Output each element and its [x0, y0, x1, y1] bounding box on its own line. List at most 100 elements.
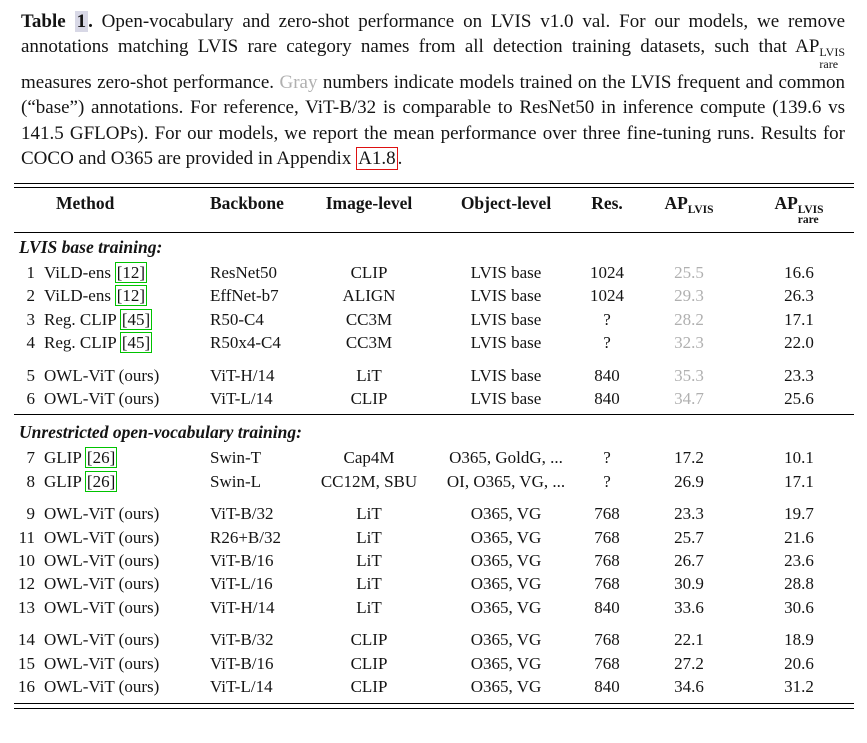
cell-ap-lvis-rare: 10.1 — [784, 448, 814, 468]
cell-ap-lvis: 17.2 — [674, 448, 704, 468]
section-title: LVIS base training: — [19, 236, 163, 257]
cell-ap-lvis-rare: 26.3 — [784, 286, 814, 306]
cell-object-level: O365, VG — [470, 550, 542, 570]
cell-ap-lvis-rare: 19.7 — [784, 504, 814, 524]
cell-res: ? — [603, 448, 611, 468]
cell-method: OWL-ViT (ours) — [40, 526, 208, 549]
row-number: 2 — [26, 286, 36, 306]
cell-object-level: O365, VG — [470, 597, 542, 617]
row-number: 8 — [26, 471, 36, 491]
cell-ap-lvis-rare: 21.6 — [784, 527, 814, 547]
row-number: 14 — [18, 630, 35, 650]
method-name: OWL-ViT (ours) — [44, 504, 160, 524]
method-name: GLIP — [44, 471, 82, 491]
cell-method: OWL-ViT (ours) — [40, 549, 208, 572]
method-name: ViLD-ens — [44, 286, 111, 306]
cell-backbone: R50-C4 — [210, 309, 264, 329]
cell-object-level: O365, VG — [470, 504, 542, 524]
cell-backbone: Swin-L — [210, 471, 261, 491]
citation-link[interactable]: [12] — [115, 285, 147, 307]
row-number: 16 — [18, 677, 35, 697]
cell-method: Reg. CLIP [45] — [40, 331, 208, 354]
cell-ap-lvis-rare: 16.6 — [784, 262, 814, 282]
header-object-level: Object-level — [460, 192, 552, 213]
table-row: 4 Reg. CLIP [45] R50x4-C4 CC3M LVIS base… — [14, 331, 854, 354]
cell-image-level: CLIP — [350, 630, 388, 650]
cell-object-level: LVIS base — [470, 309, 542, 329]
table-row: 6 OWL-ViT (ours) ViT-L/14 CLIP LVIS base… — [14, 387, 854, 410]
cell-method: OWL-ViT (ours) — [40, 572, 208, 595]
table-body: LVIS base training: 1 ViLD-ens [12] ResN… — [14, 233, 854, 699]
header-ap-lvis-rare: AP LVIS rare — [774, 192, 824, 227]
cell-backbone: ViT-B/16 — [210, 653, 274, 673]
cell-res: 768 — [594, 574, 620, 594]
table-row: 7 GLIP [26] Swin-T Cap4M O365, GoldG, ..… — [14, 446, 854, 469]
row-number: 1 — [26, 262, 36, 282]
row-number: 13 — [18, 597, 35, 617]
section-divider-rule — [14, 414, 854, 416]
table-row: 14 OWL-ViT (ours) ViT-B/32 CLIP O365, VG… — [14, 628, 854, 651]
caption-text-4: . — [397, 148, 403, 170]
cell-object-level: LVIS base — [470, 333, 542, 353]
cell-backbone: ViT-B/32 — [210, 504, 274, 524]
method-name: Reg. CLIP — [44, 309, 117, 329]
cell-method: OWL-ViT (ours) — [40, 675, 208, 698]
cell-method: GLIP [26] — [40, 446, 208, 469]
cell-res: 768 — [594, 550, 620, 570]
table-number-ref[interactable]: 1 — [74, 11, 89, 32]
cell-image-level: LiT — [356, 527, 382, 547]
cell-res: 840 — [594, 597, 620, 617]
cell-ap-lvis-rare: 20.6 — [784, 653, 814, 673]
cell-res: ? — [603, 309, 611, 329]
results-table: Method Backbone Image-level Object-level… — [14, 182, 854, 709]
method-name: OWL-ViT (ours) — [44, 653, 160, 673]
appendix-link[interactable]: A1.8 — [356, 147, 398, 171]
cell-backbone: R50x4-C4 — [210, 333, 281, 353]
caption-label: Table — [21, 11, 66, 32]
citation-link[interactable]: [12] — [115, 261, 147, 283]
citation-link[interactable]: [45] — [120, 308, 152, 330]
cell-backbone: EffNet-b7 — [210, 286, 279, 306]
cell-res: 840 — [594, 365, 620, 385]
cell-ap-lvis-rare: 25.6 — [784, 388, 814, 408]
cell-object-level: O365, VG — [470, 653, 542, 673]
citation-link[interactable]: [45] — [120, 332, 152, 354]
cell-ap-lvis: 28.2 — [674, 309, 704, 329]
cell-ap-lvis: 26.9 — [674, 471, 704, 491]
cell-ap-lvis: 34.6 — [674, 677, 704, 697]
cell-method: OWL-ViT (ours) — [40, 596, 208, 619]
cell-method: ViLD-ens [12] — [40, 261, 208, 284]
cell-object-level: OI, O365, VG, ... — [446, 471, 566, 491]
cell-backbone: ViT-H/14 — [210, 365, 275, 385]
citation-link[interactable]: [26] — [85, 447, 117, 469]
cell-ap-lvis: 33.6 — [674, 597, 704, 617]
table-row: 16 OWL-ViT (ours) ViT-L/14 CLIP O365, VG… — [14, 675, 854, 698]
table-caption: Table 1. Open-vocabulary and zero-shot p… — [21, 9, 845, 172]
cell-object-level: O365, VG — [470, 574, 542, 594]
table-bottom-rule — [14, 703, 854, 709]
cell-image-level: CLIP — [350, 388, 388, 408]
header-method: Method — [56, 192, 115, 213]
row-number: 5 — [26, 365, 36, 385]
cell-method: OWL-ViT (ours) — [40, 387, 208, 410]
method-name: OWL-ViT (ours) — [44, 550, 160, 570]
citation-link[interactable]: [26] — [85, 470, 117, 492]
cell-ap-lvis: 30.9 — [674, 574, 704, 594]
cell-image-level: CLIP — [350, 677, 388, 697]
cell-object-level: LVIS base — [470, 365, 542, 385]
cell-backbone: Swin-T — [210, 448, 261, 468]
cell-object-level: O365, VG — [470, 630, 542, 650]
cell-ap-lvis: 22.1 — [674, 630, 704, 650]
cell-ap-lvis: 32.3 — [674, 333, 704, 353]
cell-backbone: ResNet50 — [210, 262, 278, 282]
cell-ap-lvis-rare: 28.8 — [784, 574, 814, 594]
table-row: 2 ViLD-ens [12] EffNet-b7 ALIGN LVIS bas… — [14, 284, 854, 307]
section-title: Unrestricted open-vocabulary training: — [19, 422, 302, 443]
cell-image-level: LiT — [356, 550, 382, 570]
cell-object-level: O365, VG — [470, 527, 542, 547]
caption-label-dot: . — [88, 11, 93, 32]
cell-ap-lvis-rare: 23.6 — [784, 550, 814, 570]
cell-ap-lvis: 23.3 — [674, 504, 704, 524]
table-row: 10 OWL-ViT (ours) ViT-B/16 LiT O365, VG … — [14, 549, 854, 572]
method-name: OWL-ViT (ours) — [44, 677, 160, 697]
